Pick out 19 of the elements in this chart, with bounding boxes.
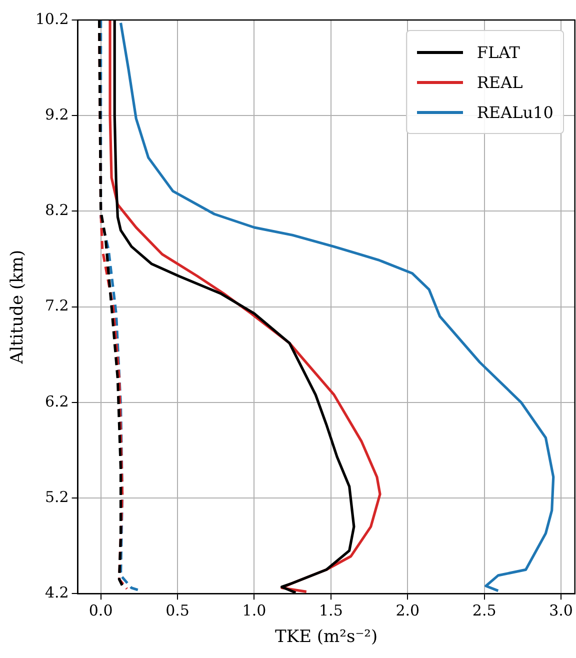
legend-label: FLAT [476, 42, 520, 62]
y-tick-label: 7.2 [44, 296, 69, 315]
y-tick-label: 10.2 [35, 10, 69, 28]
y-tick-label: 9.2 [44, 105, 69, 124]
legend-label: REALu10 [476, 102, 554, 122]
y-tick-label: 8.2 [44, 201, 69, 220]
y-tick-label: 4.2 [44, 583, 69, 602]
y-axis-title: Altitude (km) [8, 250, 28, 365]
y-tick-label: 6.2 [44, 392, 69, 410]
legend-label: REAL [476, 72, 523, 92]
x-axis-title: TKE (m²s⁻²) [275, 627, 378, 648]
x-tick-label: 0.5 [166, 601, 190, 620]
x-tick-label: 1.0 [242, 601, 266, 620]
x-tick-label: 3.0 [549, 601, 573, 620]
x-tick-label: 1.5 [319, 601, 343, 620]
x-tick-label: 2.5 [472, 601, 496, 620]
x-tick-label: 2.0 [396, 601, 420, 620]
x-tick-label: 0.0 [88, 601, 113, 620]
y-tick-label: 5.2 [44, 488, 69, 506]
